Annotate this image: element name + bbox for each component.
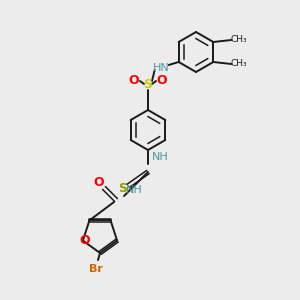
Text: S: S: [118, 182, 127, 196]
Text: O: O: [94, 176, 104, 190]
Text: Br: Br: [89, 264, 103, 274]
Text: CH₃: CH₃: [230, 35, 247, 44]
Text: NH: NH: [152, 152, 168, 162]
Text: O: O: [129, 74, 139, 88]
Text: NH: NH: [126, 185, 142, 195]
Text: CH₃: CH₃: [230, 59, 247, 68]
Text: O: O: [80, 234, 90, 247]
Text: S: S: [143, 79, 152, 92]
Text: HN: HN: [153, 63, 170, 73]
Text: O: O: [157, 74, 167, 88]
